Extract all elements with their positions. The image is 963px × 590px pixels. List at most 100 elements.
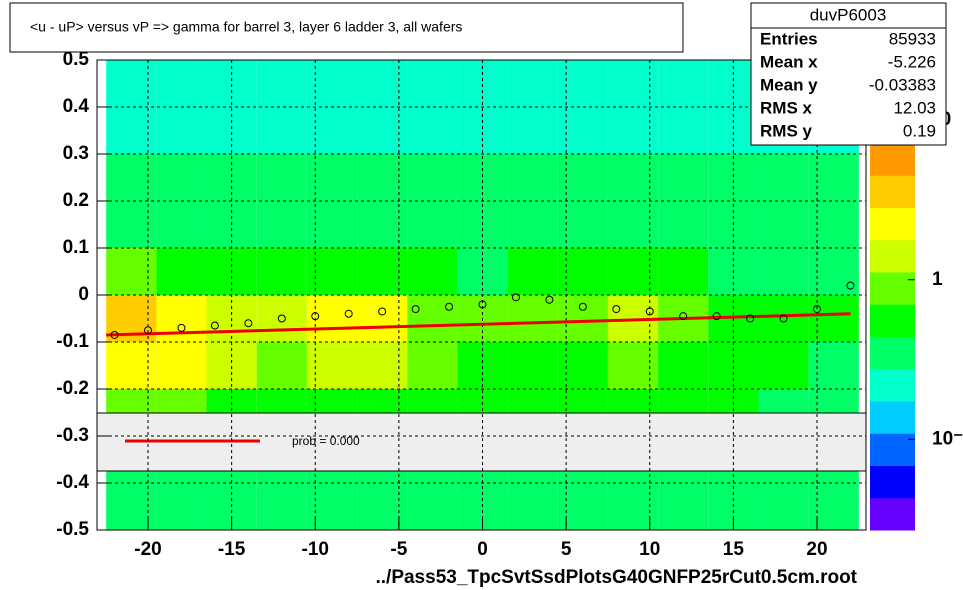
profile-point [210,321,219,330]
heatmap-cell [658,248,709,295]
heatmap-cell [407,154,458,201]
color-bar-step [870,368,915,402]
profile-point [144,326,153,335]
heatmap-cell [106,342,157,389]
profile-point [612,305,621,314]
y-tick-label: 0.1 [63,237,90,258]
profile-point [344,309,353,318]
heatmap-cell [808,342,859,389]
color-bar-step [870,336,915,370]
color-bar-step [870,272,915,305]
heatmap-cell [256,248,307,295]
x-tick-label: 0 [477,539,488,560]
stats-value: -0.03383 [869,75,936,94]
heatmap-cell [808,154,859,201]
heatmap-cell [758,342,809,389]
y-tick-label: -0.1 [56,331,89,352]
heatmap-cell [306,342,358,389]
heatmap-cell [256,295,307,342]
stats-value: 12.03 [893,98,936,117]
heatmap-cell [156,248,207,295]
color-bar-step [870,239,915,273]
heatmap-cell [256,483,307,530]
z-tick-label: 1 [932,269,943,290]
profile-point [478,300,487,309]
y-tick-label: -0.2 [56,378,89,399]
heatmap-cell [607,342,659,389]
profile-point [812,305,821,314]
heatmap-cell [658,107,709,154]
profile-point [779,314,788,323]
heatmap-cell [306,60,358,107]
heatmap-cell [256,154,307,201]
heatmap-cell [106,107,157,154]
heatmap-cell [407,60,458,107]
y-tick-label: 0.4 [63,96,90,117]
heatmap-cell [306,295,358,342]
heatmap-cell [607,60,659,107]
y-tick-label: 0.2 [63,190,89,211]
heatmap-cell [507,342,558,389]
heatmap-cell [407,483,458,530]
heatmap-cell [156,154,207,201]
heatmap-cell [557,295,608,342]
heatmap-cell [808,295,859,342]
legend-text: prob = 0.000 [292,434,360,448]
heatmap-cell [758,201,809,248]
x-axis-label: ../Pass53_TpcSvtSsdPlotsG40GNFP25rCut0.5… [375,567,857,588]
heatmap-cell [256,201,307,248]
heatmap-cell [407,342,458,389]
profile-point [311,312,320,321]
heatmap-cell [607,154,659,201]
color-bar-step [870,401,915,434]
heatmap-cell [306,201,358,248]
color-bar-step [870,304,915,337]
fit-line [106,312,851,337]
profile-point [746,314,755,323]
heatmap-cell [607,201,659,248]
stats-box [750,2,947,146]
heatmap-cell [357,342,408,389]
heatmap-cell [407,248,458,295]
heatmap-cell [557,107,608,154]
heatmap-cell [256,342,307,389]
heatmap-cell [507,154,558,201]
heatmap-cell [658,201,709,248]
profile-point [244,319,253,328]
heatmap-cell [156,342,207,389]
heatmap-cell [507,107,558,154]
heatmap-cell [557,60,608,107]
profile-point [846,281,855,290]
color-bar-step [870,433,915,466]
heatmap-cell [407,201,458,248]
heatmap-cell [407,107,458,154]
stats-label: Mean y [760,75,818,94]
heatmap-cell [357,201,408,248]
profile-point [679,312,688,321]
x-tick-label: -10 [302,539,329,560]
heatmap-cell [156,201,207,248]
color-bar-step [870,207,915,241]
heatmap-cell [106,248,157,295]
stats-title: duvP6003 [810,5,887,24]
heatmap-cell [507,483,558,530]
heatmap-cell [758,483,809,530]
stats-value: 85933 [889,29,936,48]
heatmap-cell [808,248,859,295]
heatmap-cell [557,248,608,295]
profile-point [411,305,420,314]
heatmap-cell [306,154,358,201]
heatmap-cell [557,201,608,248]
heatmap-cell [507,60,558,107]
y-tick-label: 0.5 [63,49,90,70]
heatmap-cell [557,154,608,201]
heatmap-cell [658,342,709,389]
heatmap-cell [357,154,408,201]
heatmap-cell [357,248,408,295]
heatmap-cell [106,483,157,530]
title-box [9,2,684,53]
heatmap-cell [106,154,157,201]
color-bar-step [870,497,915,531]
profile-point [445,302,454,311]
heatmap-cell [758,295,809,342]
